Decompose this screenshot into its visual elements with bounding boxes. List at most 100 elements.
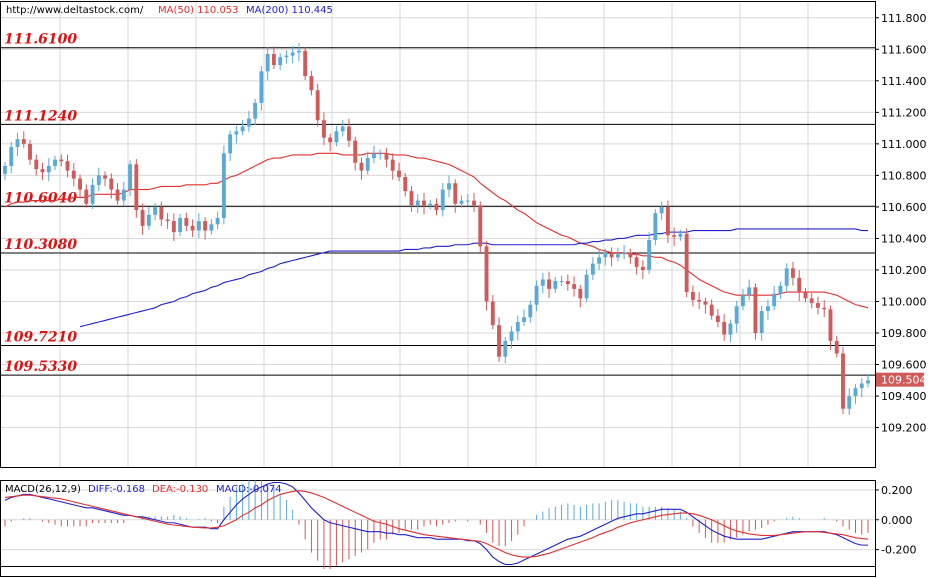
candle <box>534 280 539 312</box>
level-label: 110.6040 <box>4 190 77 206</box>
candle <box>96 167 101 192</box>
candle <box>128 160 133 197</box>
macd-dea-line <box>4 490 869 558</box>
price-tick-label: 111.400 <box>881 75 927 88</box>
candle <box>65 154 70 178</box>
candle <box>228 130 233 162</box>
candle <box>146 207 151 230</box>
ma200-legend: MA(200) 110.445 <box>246 5 333 16</box>
candle <box>409 185 414 212</box>
price-tick-label: 110.600 <box>881 201 927 214</box>
candle <box>672 227 677 246</box>
candlestick-series <box>3 43 870 416</box>
candle <box>78 174 82 199</box>
candle <box>447 175 451 198</box>
candle <box>503 336 508 364</box>
candle <box>90 178 95 209</box>
candle <box>647 232 652 274</box>
candle <box>59 154 64 167</box>
candle <box>709 299 714 320</box>
candle <box>390 153 395 180</box>
candle <box>528 300 533 323</box>
candle <box>703 297 708 314</box>
candle <box>3 161 7 181</box>
macd-diff-legend: DIFF:-0.168 <box>88 484 145 495</box>
candle <box>609 247 614 267</box>
candle <box>171 213 176 242</box>
candle <box>866 373 870 388</box>
candle <box>778 281 783 299</box>
macd-dea-legend: DEA:-0.130 <box>152 484 208 495</box>
price-tick-label: 111.000 <box>881 138 927 151</box>
price-axis: 111.800 111.600 111.400 111.200 111.000 110.8… <box>875 12 927 435</box>
candle <box>853 384 858 404</box>
candle <box>103 171 107 187</box>
macd-lines <box>4 481 869 566</box>
candle <box>684 228 689 298</box>
candle <box>440 183 445 217</box>
candle <box>547 271 552 298</box>
ma200-line <box>79 228 868 328</box>
candle <box>215 211 220 230</box>
candle <box>153 202 158 220</box>
candle <box>353 136 358 171</box>
candle <box>296 43 301 62</box>
price-tick-label: 109.600 <box>881 359 927 372</box>
candle <box>841 347 845 414</box>
macd-tick-label: -0.200 <box>881 544 916 557</box>
candle <box>622 244 627 260</box>
candle <box>597 249 602 271</box>
scrollbar-track[interactable] <box>0 566 876 577</box>
candle <box>240 120 245 136</box>
candle <box>734 301 739 333</box>
candle <box>109 173 114 199</box>
candle <box>653 209 658 246</box>
candle <box>822 300 827 318</box>
candle <box>834 335 839 358</box>
candle <box>722 314 727 342</box>
candle <box>290 45 295 64</box>
price-tick-label: 109.800 <box>881 327 927 340</box>
price-tick-label: 109.200 <box>881 422 927 435</box>
candle <box>697 292 702 310</box>
macd-diff-line <box>4 481 868 566</box>
candle <box>347 118 351 148</box>
candle <box>728 319 733 343</box>
candle <box>190 219 195 238</box>
candle <box>9 141 14 174</box>
candle <box>747 279 752 301</box>
candle <box>615 247 620 262</box>
candle <box>628 248 633 264</box>
candle <box>40 162 45 180</box>
level-label: 110.3080 <box>4 237 77 253</box>
candle <box>472 192 476 212</box>
candle <box>34 154 39 176</box>
candle <box>759 305 764 341</box>
macd-value-legend: MACD:-0.074 <box>216 484 282 495</box>
candle <box>678 229 683 241</box>
candle <box>328 133 333 152</box>
candle <box>809 293 814 309</box>
source-url[interactable]: http://www.deltastock.com/ <box>6 5 144 16</box>
candle <box>565 274 570 291</box>
candle <box>259 66 264 111</box>
level-label: 109.5330 <box>4 359 77 375</box>
candle <box>590 257 595 280</box>
price-tick-label: 110.200 <box>881 264 927 277</box>
candle <box>334 126 339 147</box>
macd-panel-frame <box>0 480 876 567</box>
candle <box>115 183 120 205</box>
candle <box>140 203 145 235</box>
candle <box>221 145 226 225</box>
candle <box>134 159 139 218</box>
candle <box>415 194 420 214</box>
candle <box>28 139 32 165</box>
candle <box>121 181 126 206</box>
candle <box>522 309 526 326</box>
candle <box>659 201 664 220</box>
candle <box>165 213 170 229</box>
current-price-value: 109.504 <box>881 374 927 387</box>
candle <box>184 212 189 232</box>
candle <box>315 83 320 127</box>
